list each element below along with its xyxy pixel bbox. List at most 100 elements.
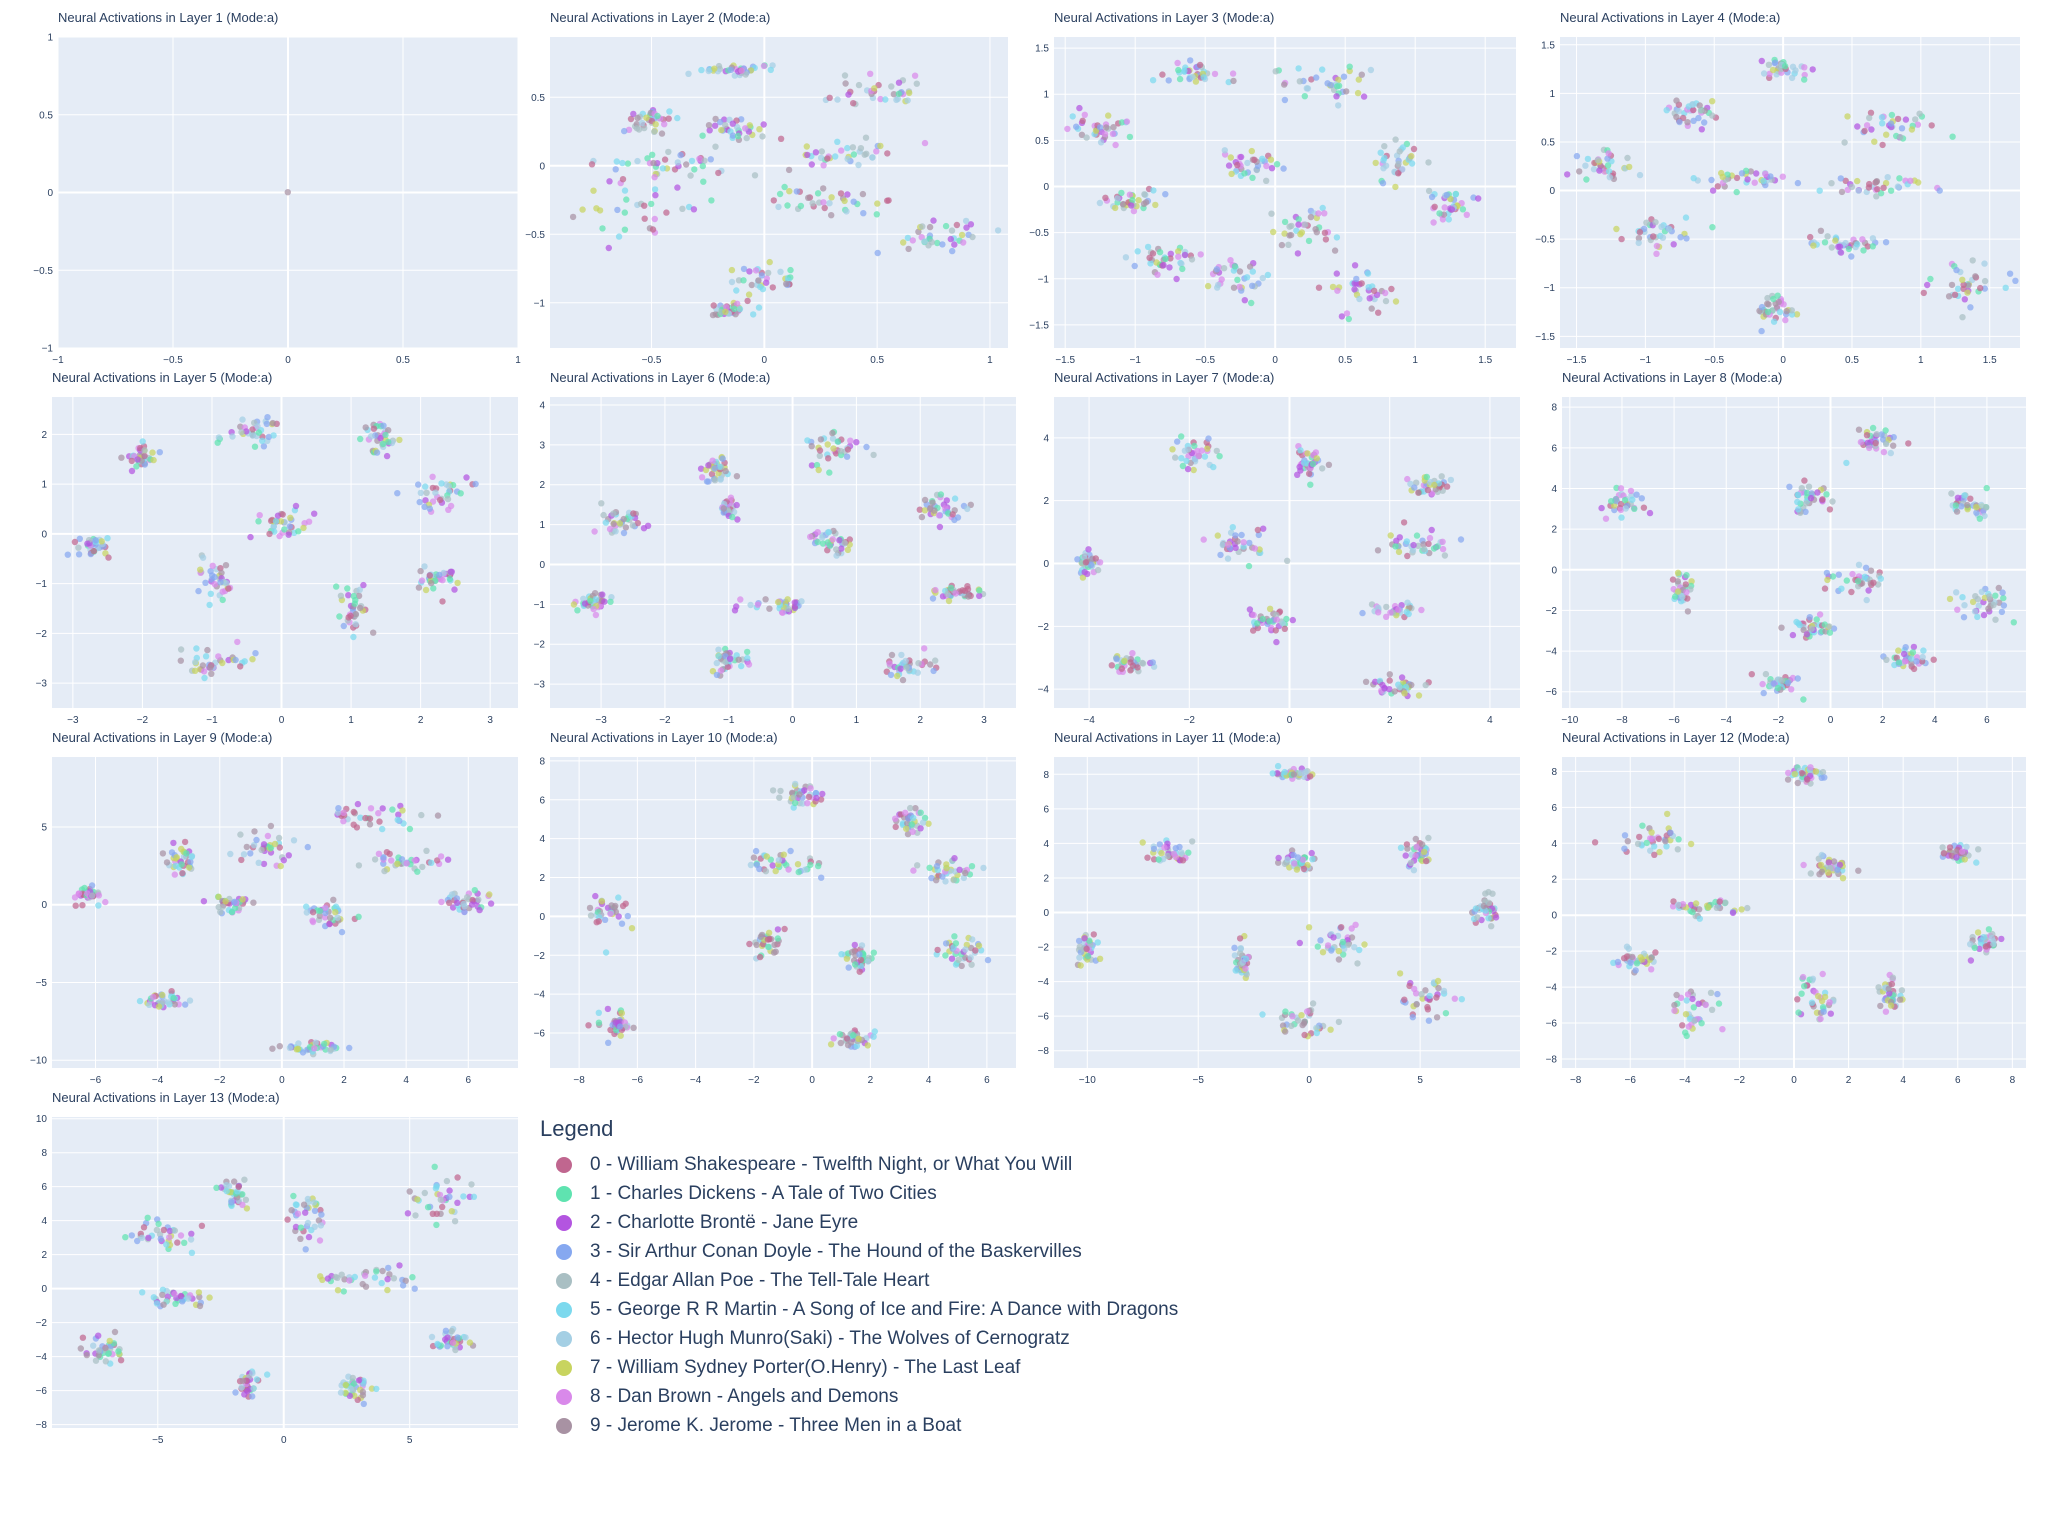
legend-item[interactable]: 9 - Jerome K. Jerome - Three Men in a Bo… (540, 1411, 1300, 1440)
data-point (1679, 1022, 1686, 1029)
data-point (200, 668, 208, 675)
data-point (409, 1274, 416, 1281)
data-point (606, 178, 613, 185)
data-point (1682, 1029, 1689, 1036)
data-point (640, 525, 648, 532)
data-point (1885, 985, 1892, 993)
data-point (1308, 849, 1315, 857)
data-point (1358, 71, 1365, 78)
legend-item[interactable]: 7 - William Sydney Porter(O.Henry) - The… (540, 1353, 1300, 1382)
subplot-3[interactable]: −1.5 −1 −0.5 0 0.5 1 1.5−1.5−1−0.500.511.5 (1029, 37, 1516, 366)
data-point (909, 237, 916, 244)
data-point (157, 1235, 164, 1242)
legend-item[interactable]: 2 - Charlotte Brontë - Jane Eyre (540, 1208, 1300, 1237)
legend-item[interactable]: 3 - Sir Arthur Conan Doyle - The Hound o… (540, 1237, 1300, 1266)
data-point (742, 71, 749, 78)
data-point (1690, 1004, 1697, 1011)
data-point (160, 1301, 167, 1308)
data-point (1205, 435, 1212, 442)
data-point (1282, 1028, 1289, 1035)
legend-item[interactable]: 0 - William Shakespeare - Twelfth Night,… (540, 1150, 1300, 1179)
data-point (375, 810, 382, 817)
legend-item[interactable]: 4 - Edgar Allan Poe - The Tell-Tale Hear… (540, 1266, 1300, 1295)
data-point (1415, 489, 1422, 496)
data-point (852, 961, 859, 968)
data-point (735, 277, 743, 284)
legend-item[interactable]: 5 - George R R Martin - A Song of Ice an… (540, 1295, 1300, 1324)
data-point (850, 100, 857, 107)
data-point (1819, 496, 1826, 503)
data-point (651, 174, 658, 181)
data-point (968, 863, 976, 870)
data-point (461, 903, 468, 910)
data-point (976, 592, 983, 600)
y-tick-label: 4 (1551, 484, 1557, 495)
data-point (340, 622, 347, 630)
data-point (1842, 239, 1849, 247)
data-point (439, 598, 446, 605)
y-tick-label: 1 (41, 480, 47, 491)
data-point (1859, 236, 1866, 243)
y-tick-label: 0 (41, 529, 47, 540)
legend-item[interactable]: 8 - Dan Brown - Angels and Demons (540, 1382, 1300, 1411)
data-point (238, 856, 245, 864)
data-point (1682, 581, 1689, 588)
data-point (713, 671, 721, 679)
data-point (1358, 280, 1365, 287)
data-point (98, 538, 105, 545)
data-point (1234, 161, 1241, 169)
data-point (290, 1192, 297, 1200)
data-point (1329, 283, 1337, 291)
subplot-1[interactable]: −1 −0.5 0 0.5 1−1−0.500.51 (33, 33, 521, 367)
data-point (434, 1340, 441, 1348)
data-point (232, 656, 239, 664)
data-point (916, 506, 923, 513)
data-point (183, 850, 190, 857)
data-point (1183, 457, 1190, 465)
data-point (1105, 112, 1112, 119)
legend-item[interactable]: 1 - Charles Dickens - A Tale of Two Citi… (540, 1179, 1300, 1208)
data-point (1413, 479, 1420, 486)
data-point (1861, 127, 1868, 135)
y-tick-label: −5 (36, 978, 48, 989)
data-point (1676, 118, 1683, 126)
data-point (1684, 608, 1692, 615)
data-point (171, 1227, 178, 1234)
data-point (1865, 587, 1872, 594)
legend-label: 5 - George R R Martin - A Song of Ice an… (590, 1298, 1179, 1320)
data-point (1709, 187, 1717, 194)
data-point (1156, 841, 1163, 848)
data-point (1189, 838, 1196, 845)
legend-label: 8 - Dan Brown - Angels and Demons (590, 1385, 899, 1407)
subplot-9[interactable]: −6 −4 −2 0 2 4 6−10−505 (30, 757, 518, 1086)
data-point (1173, 275, 1180, 283)
x-tick-label: −6 (1668, 715, 1680, 726)
data-point (286, 523, 293, 530)
data-point (295, 528, 302, 535)
subplot-4[interactable]: −1.5 −1 −0.5 0 0.5 1 1.5−1.5−1−0.500.511.5 (1535, 37, 2020, 366)
subplot-title: Neural Activations in Layer 5 (Mode:a) (52, 370, 273, 385)
data-point (1919, 653, 1926, 661)
data-point (1338, 924, 1345, 931)
data-point (674, 184, 681, 191)
data-point (1913, 658, 1920, 665)
legend-item[interactable]: 6 - Hector Hugh Munro(Saki) - The Wolves… (540, 1324, 1300, 1353)
data-point (1784, 679, 1792, 687)
data-point (1682, 1011, 1690, 1018)
data-point (446, 1187, 453, 1194)
subplot-2[interactable]: −0.5 0 0.5 1−1−0.500.5 (525, 37, 1008, 366)
data-point (422, 586, 430, 594)
data-point (1760, 177, 1767, 185)
data-point (690, 206, 698, 213)
data-point (290, 837, 298, 844)
data-point (1279, 620, 1286, 627)
plot-background (52, 1117, 518, 1428)
